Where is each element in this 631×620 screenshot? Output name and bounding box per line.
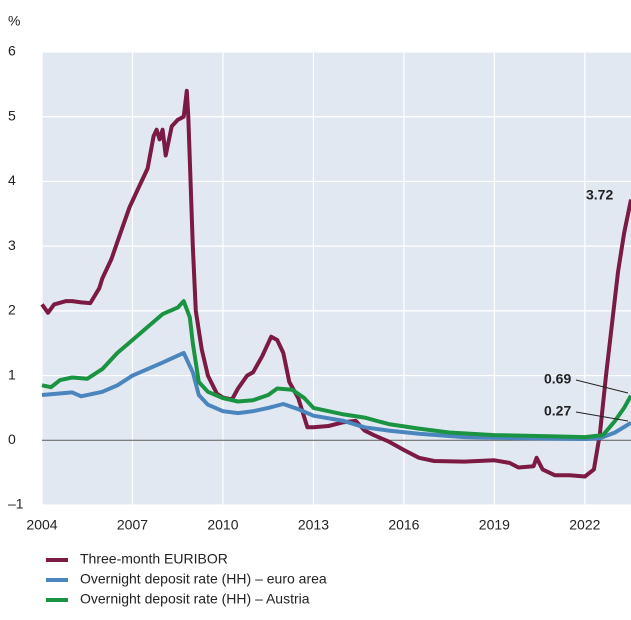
plot-background bbox=[42, 52, 631, 505]
legend-label: Overnight deposit rate (HH) – Austria bbox=[80, 591, 310, 607]
annotation: 3.72 bbox=[586, 187, 613, 203]
y-tick-label: 6 bbox=[8, 43, 16, 59]
y-tick-label: 1 bbox=[8, 366, 16, 382]
y-tick-label: 0 bbox=[8, 431, 16, 447]
x-tick-label: 2004 bbox=[26, 517, 57, 533]
x-tick-label: 2022 bbox=[569, 517, 600, 533]
annotation: 0.69 bbox=[544, 371, 571, 387]
y-tick-label: 5 bbox=[8, 107, 16, 123]
y-tick-label: 2 bbox=[8, 302, 16, 318]
annotation: 0.27 bbox=[544, 403, 571, 419]
y-tick-label: –1 bbox=[8, 496, 24, 512]
x-tick-label: 2007 bbox=[117, 517, 148, 533]
legend-label: Overnight deposit rate (HH) – euro area bbox=[80, 571, 327, 587]
series-line bbox=[41, 299, 631, 440]
legend-label: Three-month EURIBOR bbox=[80, 551, 228, 567]
y-unit: % bbox=[8, 13, 20, 29]
y-tick-label: 4 bbox=[8, 172, 16, 188]
annotation-leader bbox=[575, 411, 629, 422]
x-tick-label: 2019 bbox=[479, 517, 510, 533]
series-line bbox=[41, 350, 631, 441]
x-tick-label: 2013 bbox=[298, 517, 329, 533]
x-tick-label: 2016 bbox=[388, 517, 419, 533]
series-line bbox=[40, 88, 631, 479]
y-tick-label: 3 bbox=[8, 237, 16, 253]
x-tick-label: 2010 bbox=[207, 517, 238, 533]
annotation-leader bbox=[575, 379, 629, 394]
